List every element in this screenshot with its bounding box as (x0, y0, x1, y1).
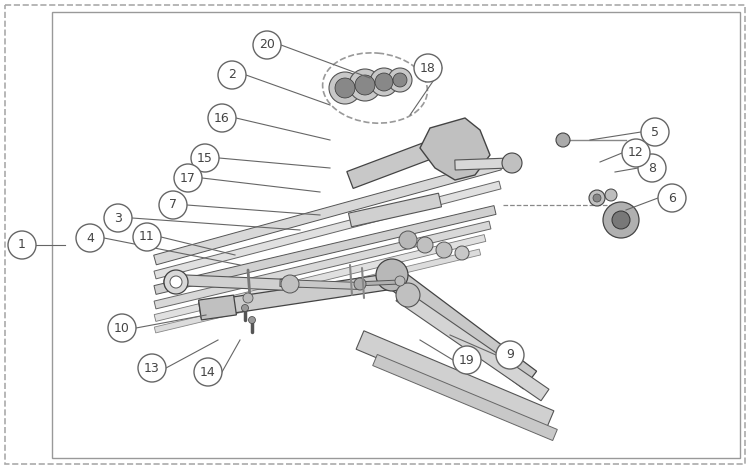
Circle shape (191, 144, 219, 172)
Circle shape (242, 304, 248, 311)
Circle shape (436, 242, 452, 258)
Circle shape (164, 270, 188, 294)
Text: 14: 14 (200, 365, 216, 378)
Circle shape (605, 189, 617, 201)
Circle shape (396, 283, 420, 307)
Circle shape (453, 346, 481, 374)
Polygon shape (280, 280, 360, 289)
Polygon shape (346, 140, 438, 189)
Polygon shape (396, 289, 549, 401)
Circle shape (218, 61, 246, 89)
Polygon shape (454, 158, 510, 170)
Circle shape (170, 276, 182, 288)
Text: 3: 3 (114, 212, 122, 225)
Circle shape (174, 164, 202, 192)
Circle shape (159, 191, 187, 219)
Text: 15: 15 (197, 151, 213, 165)
Circle shape (329, 72, 361, 104)
Circle shape (638, 154, 666, 182)
Circle shape (641, 118, 669, 146)
Text: 16: 16 (214, 112, 230, 124)
Circle shape (399, 231, 417, 249)
Polygon shape (154, 160, 501, 265)
Text: 13: 13 (144, 362, 160, 375)
Polygon shape (154, 205, 496, 295)
Text: 8: 8 (648, 161, 656, 174)
Text: 17: 17 (180, 172, 196, 184)
Circle shape (395, 276, 405, 286)
Polygon shape (420, 118, 490, 180)
Text: 9: 9 (506, 348, 514, 362)
Circle shape (622, 139, 650, 167)
Text: 20: 20 (259, 38, 275, 52)
Text: 11: 11 (140, 230, 154, 243)
Polygon shape (349, 193, 442, 227)
Circle shape (496, 341, 524, 369)
Polygon shape (175, 274, 290, 290)
Circle shape (376, 259, 408, 291)
Text: 4: 4 (86, 232, 94, 244)
Text: 19: 19 (459, 354, 475, 366)
Circle shape (589, 190, 605, 206)
Circle shape (375, 73, 393, 91)
Text: 2: 2 (228, 68, 236, 82)
Polygon shape (154, 181, 501, 279)
Circle shape (455, 246, 469, 260)
Text: 1: 1 (18, 239, 26, 251)
Circle shape (414, 54, 442, 82)
Circle shape (612, 211, 630, 229)
Circle shape (194, 358, 222, 386)
Circle shape (164, 271, 186, 293)
Circle shape (76, 224, 104, 252)
Circle shape (593, 194, 601, 202)
Circle shape (208, 104, 236, 132)
Circle shape (658, 184, 686, 212)
Text: 7: 7 (169, 198, 177, 212)
Polygon shape (154, 249, 481, 333)
Circle shape (370, 68, 398, 96)
Circle shape (393, 73, 407, 87)
Circle shape (133, 223, 161, 251)
Circle shape (388, 68, 412, 92)
Circle shape (349, 69, 381, 101)
Polygon shape (199, 295, 236, 320)
Circle shape (281, 275, 299, 293)
Polygon shape (355, 280, 400, 286)
Circle shape (603, 202, 639, 238)
Circle shape (108, 314, 136, 342)
Text: 10: 10 (114, 322, 130, 334)
Polygon shape (154, 221, 491, 309)
Text: 5: 5 (651, 126, 659, 138)
Circle shape (248, 317, 256, 324)
Circle shape (104, 204, 132, 232)
Circle shape (556, 133, 570, 147)
Circle shape (355, 75, 375, 95)
Polygon shape (373, 355, 557, 440)
Circle shape (354, 278, 366, 290)
Polygon shape (356, 331, 554, 429)
Circle shape (502, 153, 522, 173)
Text: 12: 12 (628, 146, 644, 159)
Text: 6: 6 (668, 191, 676, 204)
Polygon shape (199, 272, 401, 318)
Circle shape (8, 231, 36, 259)
Polygon shape (383, 266, 536, 389)
Text: 18: 18 (420, 61, 436, 75)
Polygon shape (154, 234, 486, 321)
Circle shape (243, 293, 253, 303)
Circle shape (417, 237, 433, 253)
Circle shape (335, 78, 355, 98)
Circle shape (253, 31, 281, 59)
Circle shape (138, 354, 166, 382)
